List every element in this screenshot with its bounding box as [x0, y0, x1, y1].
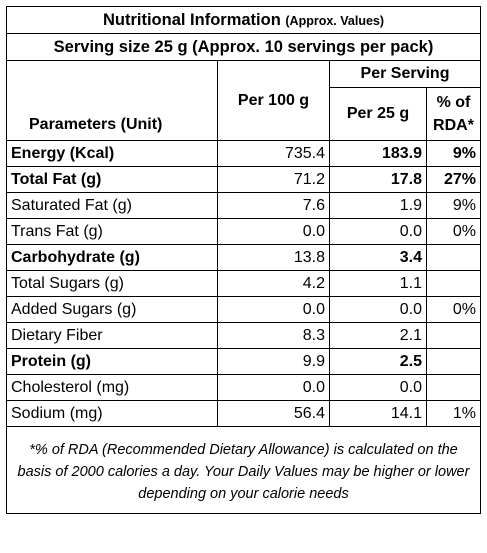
row-parameter: Cholesterol (mg): [6, 374, 218, 401]
row-per-100g: 8.3: [217, 322, 330, 349]
row-per-100g: 7.6: [217, 192, 330, 219]
row-per-25g: 2.1: [329, 322, 427, 349]
row-parameter: Sodium (mg): [6, 400, 218, 427]
row-rda: [426, 244, 481, 271]
row-per-25g: 14.1: [329, 400, 427, 427]
header-per-serving: Per Serving: [329, 60, 481, 88]
row-parameter: Carbohydrate (g): [6, 244, 218, 271]
table-row: Total Fat (g) 71.2 17.8 27%: [6, 166, 481, 193]
header-rda: % of RDA*: [426, 87, 481, 141]
row-per-100g: 9.9: [217, 348, 330, 375]
nutrition-label: Nutritional Information (Approx. Values)…: [6, 6, 481, 514]
row-rda: 9%: [426, 140, 481, 167]
table-row: Carbohydrate (g) 13.8 3.4: [6, 244, 481, 271]
header-per-100g: Per 100 g: [217, 60, 330, 141]
row-rda: 27%: [426, 166, 481, 193]
table-row: Cholesterol (mg) 0.0 0.0: [6, 374, 481, 401]
row-per-100g: 13.8: [217, 244, 330, 271]
header-rda-line1: % of: [436, 93, 471, 111]
table-row: Added Sugars (g) 0.0 0.0 0%: [6, 296, 481, 323]
row-rda: 9%: [426, 192, 481, 219]
row-per-100g: 56.4: [217, 400, 330, 427]
row-per-25g: 0.0: [329, 374, 427, 401]
row-parameter: Energy (Kcal): [6, 140, 218, 167]
row-rda: [426, 322, 481, 349]
row-rda: 1%: [426, 400, 481, 427]
serving-size: Serving size 25 g (Approx. 10 servings p…: [6, 33, 481, 61]
row-rda: [426, 374, 481, 401]
row-rda: [426, 270, 481, 297]
row-per-25g: 1.1: [329, 270, 427, 297]
row-parameter: Protein (g): [6, 348, 218, 375]
row-per-100g: 735.4: [217, 140, 330, 167]
header-per-25g: Per 25 g: [329, 87, 427, 141]
title-main: Nutritional Information: [102, 10, 281, 29]
row-rda: [426, 348, 481, 375]
row-parameter: Total Fat (g): [6, 166, 218, 193]
table-row: Energy (Kcal) 735.4 183.9 9%: [6, 140, 481, 167]
row-per-100g: 0.0: [217, 374, 330, 401]
row-parameter: Dietary Fiber: [6, 322, 218, 349]
table-row: Dietary Fiber 8.3 2.1: [6, 322, 481, 349]
row-parameter: Added Sugars (g): [6, 296, 218, 323]
row-rda: 0%: [426, 218, 481, 245]
row-per-25g: 0.0: [329, 296, 427, 323]
table-row: Total Sugars (g) 4.2 1.1: [6, 270, 481, 297]
row-per-25g: 17.8: [329, 166, 427, 193]
table-row: Sodium (mg) 56.4 14.1 1%: [6, 400, 481, 427]
header-parameters: Parameters (Unit): [6, 60, 218, 141]
footnote: *% of RDA (Recommended Dietary Allowance…: [6, 426, 481, 514]
header-rda-line2: RDA*: [433, 117, 474, 134]
table-row: Saturated Fat (g) 7.6 1.9 9%: [6, 192, 481, 219]
nutrition-table: Nutritional Information (Approx. Values)…: [6, 6, 481, 514]
row-per-100g: 0.0: [217, 218, 330, 245]
table-title: Nutritional Information (Approx. Values): [6, 6, 481, 34]
title-sub: (Approx. Values): [285, 13, 385, 28]
row-per-100g: 4.2: [217, 270, 330, 297]
row-per-25g: 0.0: [329, 218, 427, 245]
row-per-100g: 0.0: [217, 296, 330, 323]
row-rda: 0%: [426, 296, 481, 323]
row-per-25g: 183.9: [329, 140, 427, 167]
table-row: Protein (g) 9.9 2.5: [6, 348, 481, 375]
row-per-100g: 71.2: [217, 166, 330, 193]
table-row: Trans Fat (g) 0.0 0.0 0%: [6, 218, 481, 245]
row-parameter: Trans Fat (g): [6, 218, 218, 245]
row-per-25g: 1.9: [329, 192, 427, 219]
row-per-25g: 2.5: [329, 348, 427, 375]
row-parameter: Saturated Fat (g): [6, 192, 218, 219]
row-per-25g: 3.4: [329, 244, 427, 271]
row-parameter: Total Sugars (g): [6, 270, 218, 297]
